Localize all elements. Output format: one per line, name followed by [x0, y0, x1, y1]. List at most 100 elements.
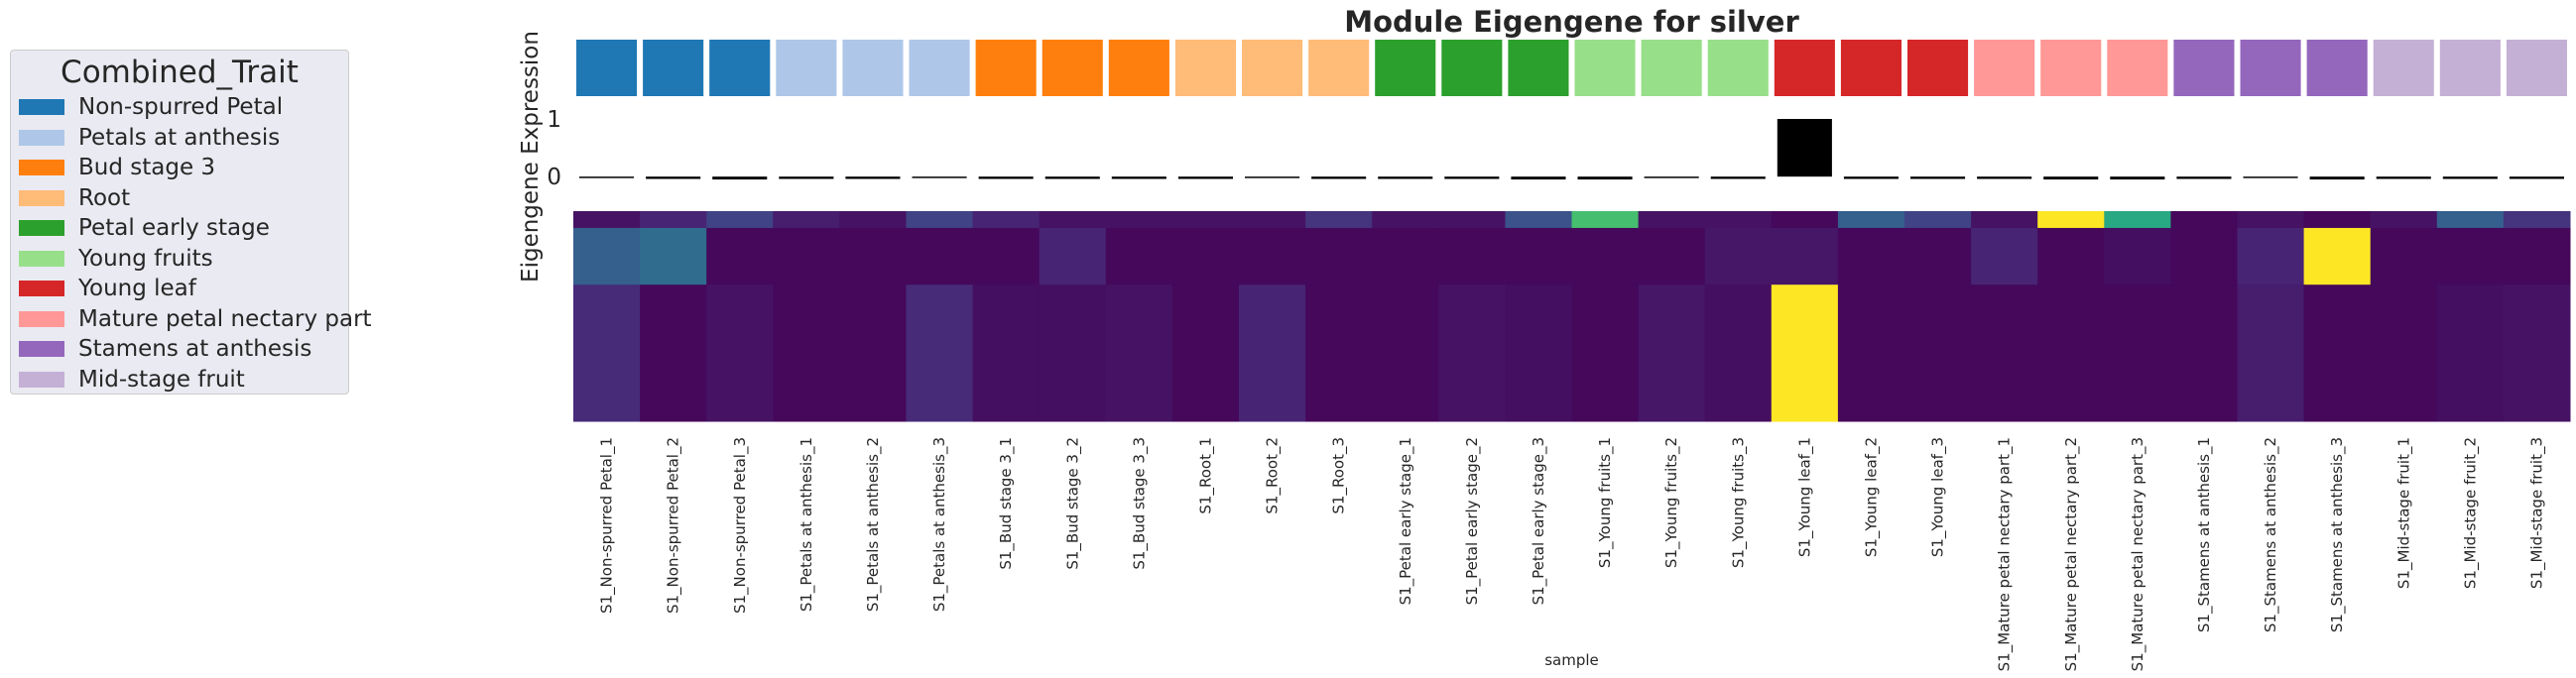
legend-label: Stamens at anthesis [78, 336, 312, 362]
heatmap-cell [2436, 211, 2505, 229]
heatmap-cell [706, 284, 774, 422]
heatmap-cell [1505, 284, 1572, 422]
heatmap-cell [1239, 227, 1306, 285]
x-tick-label: S1_Non-spurred Petal_2 [665, 437, 683, 614]
eigengene-bar [1843, 176, 1899, 179]
x-tick-label: S1_Petal early stage_3 [1530, 437, 1548, 605]
trait-color-cell [2240, 40, 2301, 96]
trait-color-cell [643, 40, 704, 96]
heatmap-cell [1305, 227, 1373, 285]
heatmap-cell [2370, 227, 2438, 285]
heatmap-cell [1171, 284, 1240, 422]
x-tick-label: S1_Young fruits_3 [1729, 437, 1748, 568]
x-tick-label: S1_Root_3 [1330, 437, 1349, 514]
heatmap-cell [2303, 211, 2372, 229]
heatmap-cell [2436, 227, 2505, 285]
heatmap-cell [2370, 211, 2438, 229]
heatmap-cell [2037, 227, 2105, 285]
legend: Combined_Trait Non-spurred Petal Petals a… [10, 50, 372, 395]
heatmap-cell [1971, 211, 2038, 229]
heatmap-cell [573, 284, 641, 422]
heatmap-cell [2503, 211, 2571, 229]
heatmap-cell [906, 284, 974, 422]
trait-color-cell [1574, 40, 1636, 96]
eigengene-bar [1311, 176, 1367, 179]
eigengene-bar [2309, 176, 2365, 180]
trait-color-cell [1242, 40, 1303, 96]
x-tick-label: S1_Young leaf_3 [1929, 437, 1948, 557]
x-tick-label: S1_Young fruits_2 [1662, 437, 1681, 568]
heatmap-cell [839, 211, 907, 229]
trait-color-cell [1508, 40, 1569, 96]
legend-label: Young fruits [78, 245, 213, 272]
x-tick-label: S1_Mid-stage fruit_2 [2461, 437, 2480, 589]
x-tick-label: S1_Petal early stage_2 [1463, 437, 1482, 605]
trait-color-cell [1641, 40, 1702, 96]
heatmap-cell [972, 284, 1041, 422]
x-tick-label: S1_Mid-stage fruit_1 [2394, 437, 2413, 589]
x-tick-label: S1_Mature petal nectary part_3 [2129, 437, 2147, 671]
heatmap-cell [1704, 284, 1773, 422]
heatmap-cell [1039, 227, 1107, 285]
trait-color-cell [776, 40, 837, 96]
x-tick-label: S1_Non-spurred Petal_3 [731, 437, 750, 614]
x-tick-label: S1_Mid-stage fruit_3 [2527, 437, 2546, 589]
x-tick-label: S1_Petal early stage_1 [1397, 437, 1415, 605]
x-axis-label: sample [1544, 651, 1599, 669]
heatmap-cell [1638, 211, 1706, 229]
heatmap-cell [1837, 227, 1905, 285]
x-tick-label: S1_Root_2 [1264, 437, 1283, 514]
eigengene-bar [1910, 176, 1966, 179]
heatmap-cell [1105, 211, 1173, 229]
heatmap-cell [773, 284, 840, 422]
heatmap-cell [972, 211, 1041, 229]
heatmap-cell [2436, 284, 2505, 422]
heatmap-cell [1305, 211, 1373, 229]
x-tick-label: S1_Bud stage 3_2 [1063, 437, 1082, 570]
legend-swatch [19, 341, 64, 357]
trait-color-cell [1174, 40, 1236, 96]
trait-color-cell [909, 40, 970, 96]
x-tick-label: S1_Mature petal nectary part_2 [2062, 437, 2081, 671]
heatmap-cell [1039, 211, 1107, 229]
legend-label: Petal early stage [78, 215, 270, 241]
trait-color-cell [842, 40, 904, 96]
eigengene-bar [1378, 176, 1433, 179]
x-tick-label: S1_Bud stage 3_3 [1130, 437, 1149, 570]
heatmap-cell [2170, 284, 2238, 422]
heatmap-cell [1239, 284, 1306, 422]
eigengene-bar [712, 176, 768, 180]
x-tick-label: S1_Petals at anthesis_2 [864, 437, 883, 612]
heatmap-cell [2237, 211, 2305, 229]
heatmap-cell [2104, 284, 2171, 422]
legend-label: Root [78, 184, 131, 211]
heatmap-cell [773, 227, 840, 285]
x-tick-label: S1_Young leaf_2 [1862, 437, 1881, 557]
legend-swatch [19, 371, 64, 388]
trait-color-cell [1108, 40, 1169, 96]
heatmap-cell [1837, 211, 1905, 229]
trait-color-cell [2439, 40, 2501, 96]
heatmap-cell [906, 211, 974, 229]
heatmap-cell [1971, 284, 2038, 422]
x-tick-label: S1_Petals at anthesis_3 [930, 437, 949, 612]
heatmap-cell [1438, 211, 1506, 229]
eigengene-bar [779, 176, 834, 179]
heatmap-cell [839, 284, 907, 422]
heatmap-cell [2237, 284, 2305, 422]
legend-label: Bud stage 3 [78, 155, 216, 180]
eigengene-bar [646, 176, 701, 179]
trait-color-cell [1774, 40, 1835, 96]
trait-color-cell [709, 40, 771, 96]
heatmap-cell [640, 211, 707, 229]
x-tick-label: S1_Mature petal nectary part_1 [1996, 437, 2015, 671]
heatmap-cell [2303, 227, 2372, 285]
heatmap-cell [1105, 227, 1173, 285]
heatmap-cell [1971, 227, 2038, 285]
heatmap-cell [1904, 227, 1972, 285]
heatmap-cell [2303, 284, 2372, 422]
trait-color-cell [1907, 40, 1969, 96]
heatmap-cell [1837, 284, 1905, 422]
eigengene-bar [2243, 176, 2298, 178]
heatmap-cell [1904, 284, 1972, 422]
